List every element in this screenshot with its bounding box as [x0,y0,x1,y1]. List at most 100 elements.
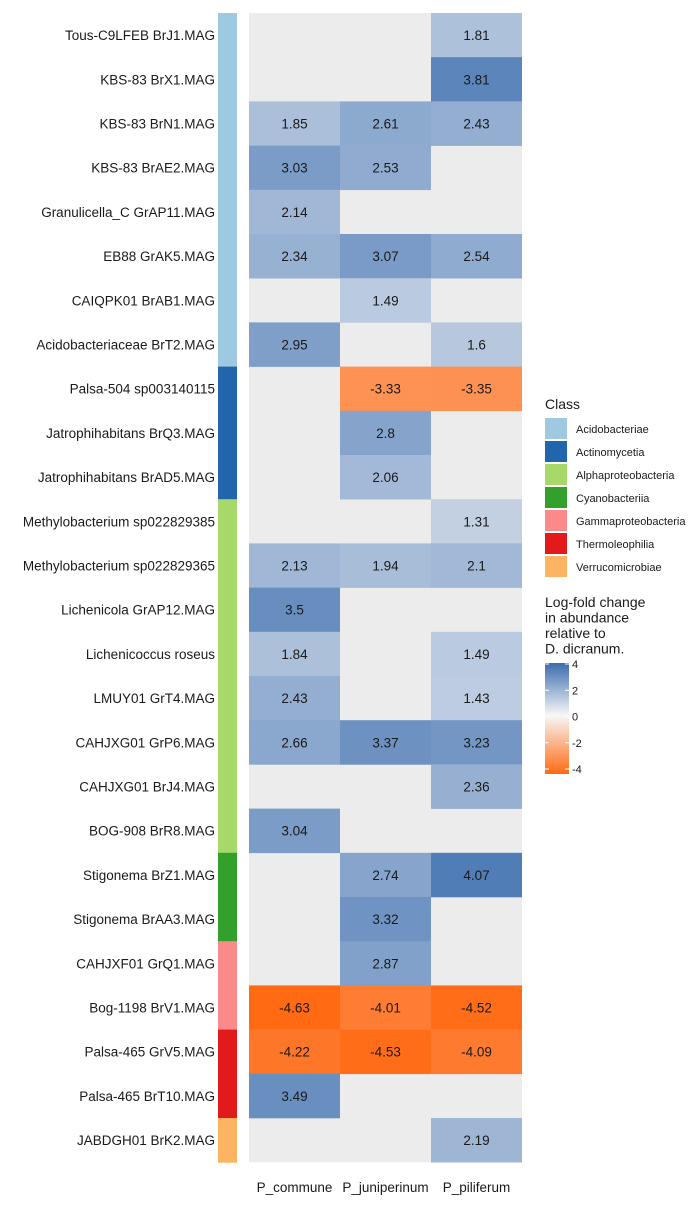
heatmap-cell [431,1118,522,1163]
heatmap-cell [431,57,522,102]
heatmap-cell [340,897,431,942]
heatmap-cell [431,322,522,367]
class-legend-swatch [545,510,567,531]
color-legend-title: relative to [545,625,606,641]
row-label: KBS-83 BrX1.MAG [100,72,215,87]
cell-value-label: 1.49 [372,293,398,308]
heatmap-cell [431,499,522,544]
heatmap-cell [431,985,522,1030]
row-label: BOG-908 BrR8.MAG [89,824,215,839]
row-label: JABDGH01 BrK2.MAG [77,1133,215,1148]
cell-value-label: 3.04 [281,824,308,839]
class-strip-cell [218,101,237,147]
cell-value-label: -4.52 [461,1001,492,1016]
class-legend-label: Thermoleophilia [576,539,655,551]
cell-value-label: 3.81 [463,72,489,87]
heatmap-cell [340,145,431,191]
heatmap-cell [340,985,431,1030]
heatmap-cell [431,676,522,721]
color-scale-tick-label: 4 [572,659,578,671]
class-strip-cell [218,764,237,810]
heatmap-cell [431,543,522,588]
heatmap-cell [249,1029,340,1075]
heatmap-cell [340,278,431,323]
row-label: Lichenicola GrAP12.MAG [61,603,215,618]
cell-value-label: 3.03 [281,161,307,176]
class-legend-label: Acidobacteriae [576,424,649,436]
row-label: CAHJXG01 GrP6.MAG [75,735,215,750]
heatmap-cell [340,410,431,456]
class-legend-label: Verrucomicrobiae [576,562,662,574]
heatmap-cell [249,543,340,588]
heatmap-cell [249,985,340,1030]
class-strip-cell [218,985,237,1031]
heatmap-cell [431,366,522,412]
class-strip-cell [218,499,237,544]
row-label: Methylobacterium sp022829365 [23,559,215,574]
cell-value-label: 3.5 [285,603,304,618]
color-scale-bar [545,663,569,774]
color-legend-title: D. dicranum. [545,641,624,657]
heatmap-cell [340,1029,431,1075]
row-label: KBS-83 BrAE2.MAG [91,161,215,176]
heatmap-cell [340,852,431,898]
row-label: Stigonema BrZ1.MAG [83,868,215,883]
row-label: KBS-83 BrN1.MAG [99,117,215,132]
cell-value-label: 2.34 [281,249,308,264]
color-scale-tick-label: -4 [572,764,582,776]
row-label: Palsa-465 GrV5.MAG [84,1045,215,1060]
cell-value-label: 3.37 [372,735,398,750]
row-label: Jatrophihabitans BrAD5.MAG [38,470,215,485]
heatmap-cell [249,101,340,146]
heatmap-cell [249,145,340,191]
color-scale-tick-label: 2 [572,685,578,697]
row-label: Jatrophihabitans BrQ3.MAG [46,426,215,441]
class-strip-cell [218,631,237,677]
row-label: CAHJXG01 BrJ4.MAG [79,780,215,795]
heatmap-cell [340,101,431,146]
heatmap-cell [431,720,522,765]
class-strip-cell [218,189,237,235]
cell-value-label: 2.43 [281,691,307,706]
class-legend-swatch [545,418,567,439]
heatmap-cell [249,189,340,235]
cell-value-label: 2.14 [281,205,308,220]
class-strip-cell [218,852,237,898]
heatmap-cell [431,13,522,58]
cell-value-label: 2.95 [281,338,307,353]
cell-value-label: 4.07 [463,868,489,883]
heatmap-cell [340,234,431,279]
row-label: Stigonema BrAA3.MAG [73,912,215,927]
cell-value-label: 2.13 [281,559,307,574]
heatmap-cell [340,720,431,765]
class-legend-swatch [545,533,567,554]
cell-value-label: 2.06 [372,470,398,485]
cell-value-label: 1.6 [467,338,486,353]
class-strip-cell [218,808,237,854]
class-strip-cell [218,1029,237,1075]
class-legend-swatch [545,464,567,485]
heatmap-cell [249,676,340,721]
class-strip-cell [218,234,237,279]
class-legend-title: Class [545,396,580,412]
row-label: CAHJXF01 GrQ1.MAG [76,956,215,971]
cell-value-label: 1.49 [463,647,489,662]
heatmap-cell [431,852,522,898]
heatmap-cell [249,587,340,633]
cell-value-label: -3.35 [461,382,492,397]
class-strip-cell [218,1073,237,1119]
cell-value-label: -4.22 [279,1045,310,1060]
heatmap-cell [431,764,522,809]
heatmap-cell [249,631,340,677]
color-scale-tick-label: 0 [572,712,578,724]
class-legend-swatch [545,487,567,508]
cell-value-label: 2.74 [372,868,399,883]
class-strip-cell [218,676,237,721]
row-label: Bog-1198 BrV1.MAG [89,1001,215,1016]
color-legend-title: Log-fold change [545,594,646,610]
row-label: Methylobacterium sp022829385 [23,514,215,529]
cell-value-label: 2.8 [376,426,395,441]
class-strip-cell [218,455,237,500]
row-label: Palsa-504 sp003140115 [70,382,215,397]
